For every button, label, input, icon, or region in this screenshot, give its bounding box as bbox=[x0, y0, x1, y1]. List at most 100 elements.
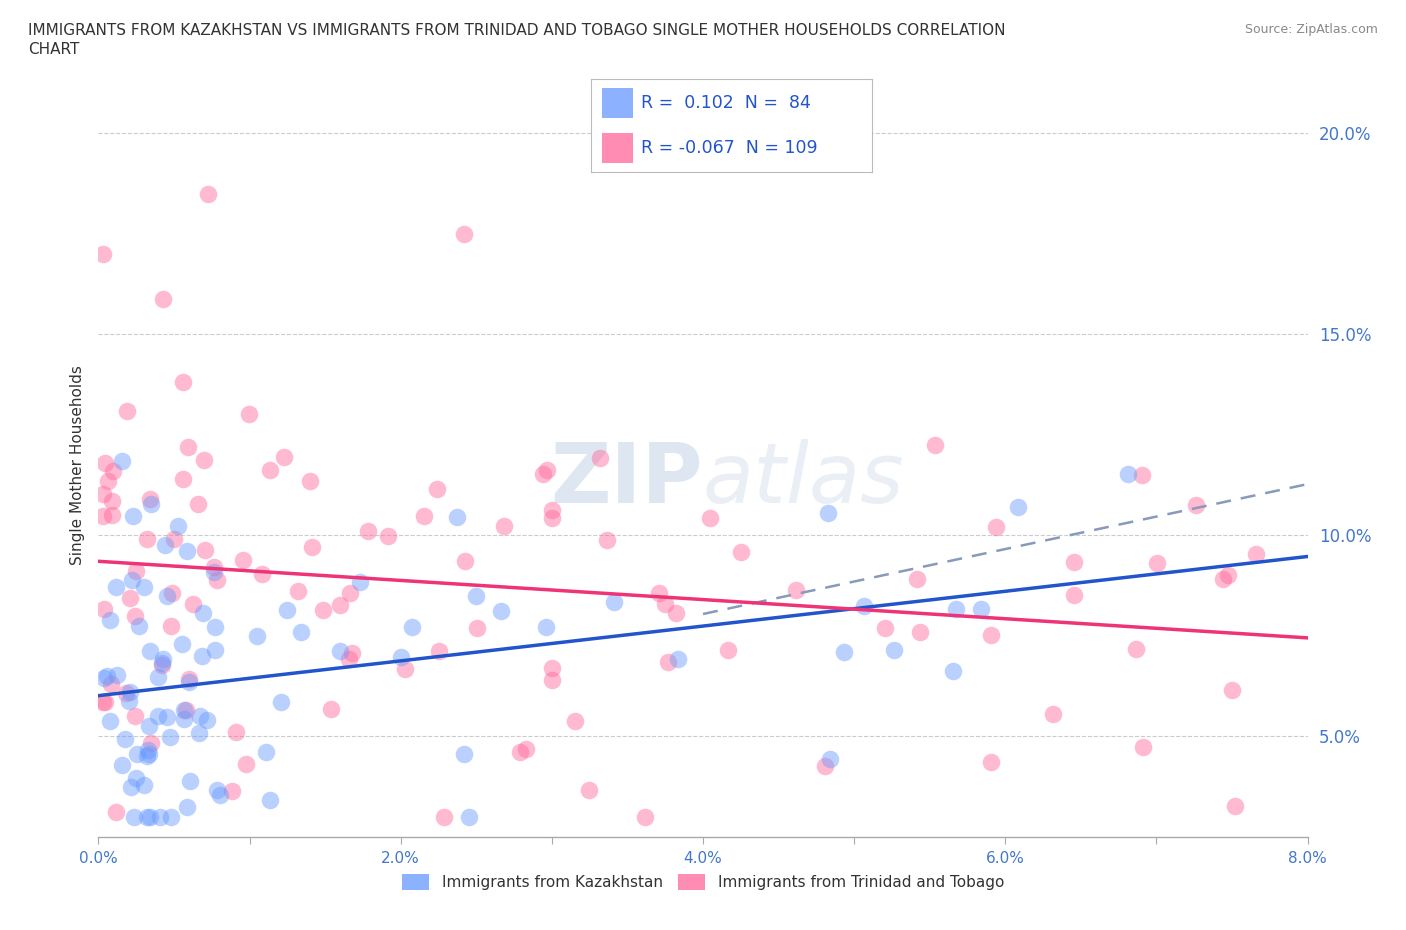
Point bbox=[177, 671, 200, 686]
Point bbox=[980, 754, 1002, 769]
Point bbox=[814, 759, 837, 774]
Point bbox=[349, 575, 371, 590]
Point bbox=[980, 628, 1002, 643]
Point bbox=[1116, 466, 1139, 481]
Point bbox=[125, 770, 148, 785]
Point bbox=[150, 656, 173, 671]
Point bbox=[205, 572, 228, 587]
Point bbox=[883, 643, 905, 658]
Point bbox=[122, 809, 145, 824]
Point bbox=[204, 619, 226, 634]
Point bbox=[132, 777, 155, 792]
Point bbox=[1042, 707, 1064, 722]
Point bbox=[1130, 467, 1153, 482]
Point bbox=[139, 497, 162, 512]
Point bbox=[270, 695, 292, 710]
Point bbox=[153, 538, 176, 552]
Point bbox=[125, 564, 148, 578]
Point bbox=[138, 644, 160, 658]
Point bbox=[160, 586, 183, 601]
Point bbox=[254, 745, 277, 760]
Point bbox=[159, 729, 181, 744]
Point bbox=[138, 719, 160, 734]
Point bbox=[984, 519, 1007, 534]
Point bbox=[491, 604, 513, 618]
Point bbox=[114, 685, 136, 700]
Point bbox=[534, 620, 557, 635]
Point bbox=[104, 579, 127, 594]
Point bbox=[91, 509, 114, 524]
Text: ZIP: ZIP bbox=[551, 439, 703, 521]
Bar bbox=[602, 88, 633, 118]
Point bbox=[250, 566, 273, 581]
Point bbox=[453, 553, 475, 568]
Point bbox=[124, 608, 146, 623]
Point bbox=[204, 643, 226, 658]
Point bbox=[146, 709, 169, 724]
Point bbox=[540, 511, 562, 525]
Point bbox=[160, 809, 183, 824]
Point bbox=[1216, 567, 1239, 582]
Point bbox=[515, 741, 537, 756]
Point bbox=[97, 474, 120, 489]
Point bbox=[301, 539, 323, 554]
Point bbox=[1223, 798, 1246, 813]
Point bbox=[657, 655, 679, 670]
Point bbox=[172, 375, 194, 390]
Point bbox=[128, 618, 150, 633]
Point bbox=[536, 462, 558, 477]
Point bbox=[91, 246, 114, 261]
Point bbox=[100, 676, 122, 691]
Point bbox=[148, 670, 170, 684]
Point bbox=[907, 572, 929, 587]
Point bbox=[401, 619, 423, 634]
Point bbox=[312, 603, 335, 618]
Point bbox=[93, 671, 115, 685]
Point bbox=[785, 583, 807, 598]
Point bbox=[94, 455, 117, 470]
Point bbox=[105, 805, 128, 820]
Point bbox=[174, 703, 197, 718]
Point bbox=[111, 757, 134, 772]
Point bbox=[187, 497, 209, 512]
Point bbox=[945, 602, 967, 617]
Point bbox=[596, 532, 619, 547]
Point bbox=[665, 606, 688, 621]
Point bbox=[873, 620, 896, 635]
Point bbox=[115, 404, 138, 418]
Legend: Immigrants from Kazakhstan, Immigrants from Trinidad and Tobago: Immigrants from Kazakhstan, Immigrants f… bbox=[396, 868, 1010, 897]
Point bbox=[105, 668, 128, 683]
Point bbox=[377, 528, 399, 543]
Point bbox=[458, 809, 481, 824]
Point bbox=[187, 725, 209, 740]
Point bbox=[118, 694, 141, 709]
Point bbox=[287, 584, 309, 599]
Point bbox=[453, 226, 475, 241]
Point bbox=[578, 782, 600, 797]
Point bbox=[1185, 498, 1208, 512]
Point bbox=[118, 684, 141, 699]
Point bbox=[540, 503, 562, 518]
Point bbox=[167, 519, 190, 534]
Point bbox=[181, 597, 204, 612]
Point bbox=[389, 649, 412, 664]
Point bbox=[159, 618, 181, 633]
Point bbox=[173, 702, 195, 717]
Point bbox=[136, 749, 159, 764]
Point bbox=[232, 552, 254, 567]
Point bbox=[589, 450, 612, 465]
Point bbox=[141, 736, 163, 751]
Point bbox=[204, 559, 226, 574]
Point bbox=[357, 524, 380, 538]
Point bbox=[329, 598, 352, 613]
Point bbox=[817, 505, 839, 520]
Point bbox=[603, 595, 626, 610]
Point bbox=[238, 406, 260, 421]
Text: Source: ZipAtlas.com: Source: ZipAtlas.com bbox=[1244, 23, 1378, 36]
Point bbox=[120, 780, 142, 795]
Point bbox=[699, 511, 721, 525]
Point bbox=[208, 788, 231, 803]
Point bbox=[1146, 555, 1168, 570]
Point bbox=[172, 636, 194, 651]
Point bbox=[122, 509, 145, 524]
